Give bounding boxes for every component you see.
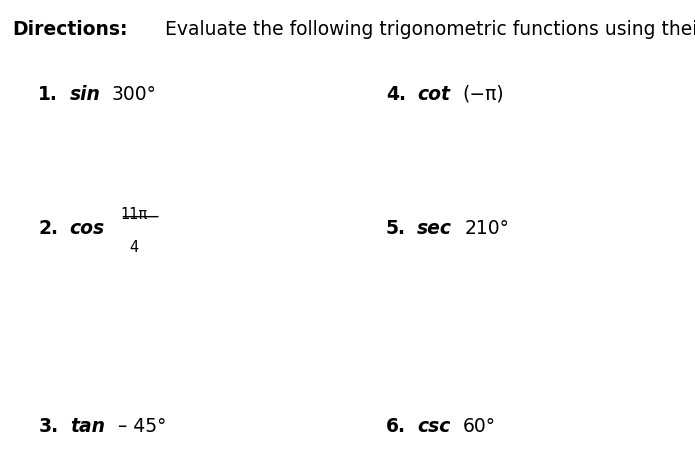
Text: cos: cos — [70, 219, 105, 238]
Text: cot: cot — [417, 85, 450, 104]
Text: 4: 4 — [129, 240, 138, 255]
Text: sec: sec — [417, 219, 452, 238]
Text: 60°: 60° — [463, 417, 496, 436]
Text: tan: tan — [70, 417, 105, 436]
Text: 2.: 2. — [38, 219, 58, 238]
Text: csc: csc — [417, 417, 450, 436]
Text: 5.: 5. — [386, 219, 406, 238]
Text: 300°: 300° — [112, 85, 157, 104]
Text: 6.: 6. — [386, 417, 406, 436]
Text: (−π): (−π) — [462, 85, 504, 104]
Text: – 45°: – 45° — [117, 417, 166, 436]
Text: sin: sin — [70, 85, 100, 104]
Text: Directions:: Directions: — [13, 20, 128, 39]
Text: 4.: 4. — [386, 85, 406, 104]
Text: 3.: 3. — [38, 417, 58, 436]
Text: 11π: 11π — [120, 207, 148, 222]
Text: Evaluate the following trigonometric functions using their reference angle.: Evaluate the following trigonometric fun… — [165, 20, 695, 39]
Text: 210°: 210° — [465, 219, 510, 238]
Text: 1.: 1. — [38, 85, 58, 104]
